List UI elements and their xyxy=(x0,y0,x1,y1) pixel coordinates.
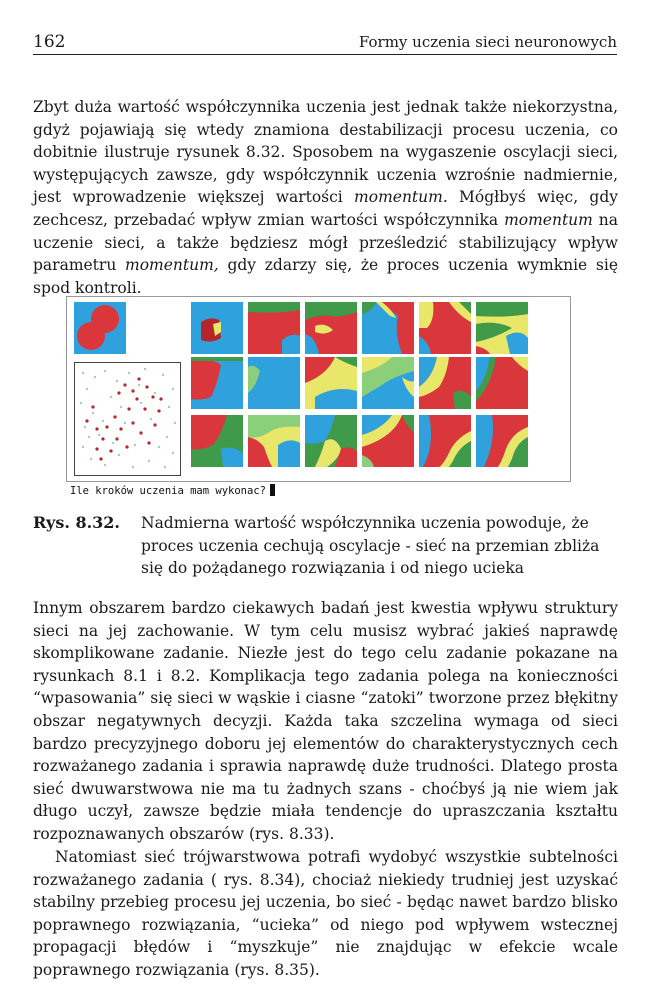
decision-map-tile xyxy=(248,302,300,354)
paragraph-3: Natomiast sieć trójwarstwowa potrafi wyd… xyxy=(33,848,618,979)
paragraph-1-text-a: Zbyt duża wartość współczynnika uczenia … xyxy=(33,98,618,207)
decision-map-tile xyxy=(248,415,300,467)
decision-map-tile xyxy=(476,302,528,354)
decision-map-tile xyxy=(419,415,471,467)
decision-map-tile xyxy=(74,302,126,354)
momentum-term-3: momentum, xyxy=(125,256,219,275)
text-cursor-icon xyxy=(269,484,275,496)
decision-map-tile xyxy=(305,302,357,354)
momentum-term-1: momentum. xyxy=(354,188,448,207)
decision-map-tile xyxy=(362,415,414,467)
paragraph-1: Zbyt duża wartość współczynnika uczenia … xyxy=(33,96,618,299)
page-number: 162 xyxy=(33,32,66,52)
console-prompt-text: Ile kroków uczenia mam wykonac? xyxy=(70,485,266,497)
caption-text: Nadmierna wartość współczynnika uczenia … xyxy=(141,514,600,578)
decision-map-tile xyxy=(476,415,528,467)
page-header: 162 Formy uczenia sieci neuronowych xyxy=(33,30,617,55)
training-data-scatter xyxy=(74,362,181,476)
decision-map-tile xyxy=(191,415,243,467)
decision-map-tile xyxy=(191,302,243,354)
momentum-term-2: momentum xyxy=(504,210,593,229)
decision-map-tile xyxy=(305,357,357,409)
decision-map-tile xyxy=(419,357,471,409)
decision-map-tile xyxy=(191,357,243,409)
paragraph-1-text-c: na uczenie sieci, a także będziesz mógł … xyxy=(33,210,618,275)
paragraph-1-text-b: Mógłbyś więc, gdy zechcesz, przebadać wp… xyxy=(33,188,618,229)
console-prompt: Ile kroków uczenia mam wykonac? xyxy=(70,484,275,497)
decision-map-tile xyxy=(476,357,528,409)
decision-map-tile xyxy=(362,302,414,354)
decision-map-tile xyxy=(362,357,414,409)
figure-8-32 xyxy=(66,296,571,482)
decision-map-tile xyxy=(248,357,300,409)
paragraph-2: Innym obszarem bardzo ciekawych badań je… xyxy=(33,599,618,843)
paragraph-1-text-d: gdy zdarzy się, że proces uczenia wymkni… xyxy=(33,256,618,297)
decision-map-tile xyxy=(419,302,471,354)
decision-map-tile xyxy=(305,415,357,467)
caption-label: Rys. 8.32. xyxy=(33,513,120,532)
running-title: Formy uczenia sieci neuronowych xyxy=(358,33,617,51)
